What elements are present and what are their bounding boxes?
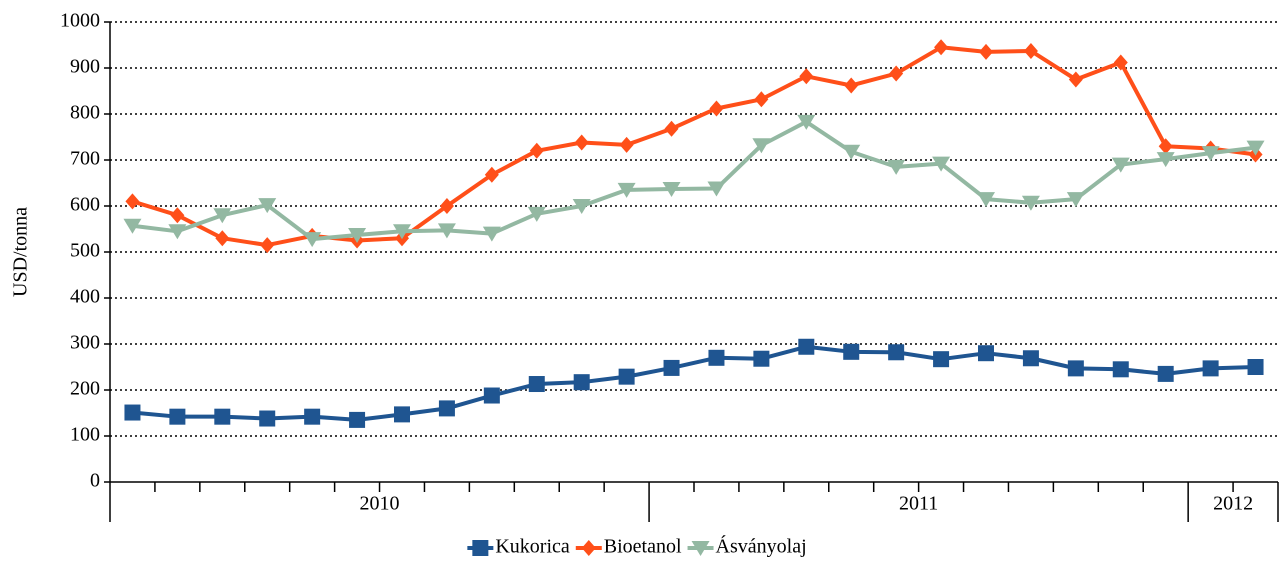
legend-marker [472, 540, 489, 556]
y-tick-label: 300 [70, 332, 100, 354]
series-line [131, 45, 1256, 248]
data-point [259, 410, 276, 427]
data-point [529, 142, 544, 159]
data-point [528, 376, 545, 393]
data-point [798, 338, 815, 355]
data-point [754, 91, 769, 108]
data-point [1068, 71, 1083, 88]
series-line [132, 119, 1256, 242]
series-line [132, 344, 1256, 422]
data-point [664, 120, 679, 137]
x-group-label: 2011 [899, 493, 938, 515]
data-point [1247, 359, 1264, 375]
data-point [170, 207, 185, 224]
legend-label: Kukorica [495, 536, 570, 558]
data-point [394, 406, 410, 423]
data-point [572, 199, 591, 214]
y-tick-label: 600 [70, 194, 100, 216]
y-tick-label: 700 [70, 148, 100, 170]
data-point [213, 208, 232, 224]
data-point [303, 232, 322, 248]
data-point [619, 136, 634, 153]
data-point [483, 387, 500, 404]
data-point [1112, 361, 1129, 378]
data-point [125, 193, 140, 210]
data-point [258, 198, 277, 214]
data-point [708, 349, 725, 366]
data-point [214, 408, 231, 425]
y-tick-label: 200 [70, 378, 100, 400]
data-point [348, 227, 367, 243]
y-tick-label: 900 [70, 56, 100, 78]
data-point [932, 156, 951, 172]
legend-marker [691, 541, 710, 556]
data-point [527, 206, 546, 222]
data-point [168, 224, 187, 240]
data-point [1023, 42, 1038, 59]
data-point [215, 230, 230, 247]
x-group-label: 2012 [1213, 493, 1253, 515]
data-point [123, 218, 142, 234]
data-point [437, 223, 456, 239]
data-point [573, 374, 590, 391]
data-point [1021, 195, 1040, 211]
y-tick-label: 800 [70, 102, 100, 124]
data-point [752, 138, 771, 154]
data-point [977, 192, 995, 208]
data-point [304, 408, 321, 425]
data-point [889, 65, 904, 82]
data-point [1066, 192, 1085, 208]
data-point [1246, 140, 1265, 156]
data-point [663, 359, 680, 376]
data-point [797, 114, 816, 130]
data-point [618, 368, 635, 385]
data-point [887, 159, 906, 175]
data-point [617, 182, 636, 198]
data-point [1201, 146, 1220, 162]
data-point [934, 39, 949, 56]
data-point [1022, 350, 1039, 367]
data-point [1157, 365, 1174, 382]
data-point [1111, 157, 1130, 173]
legend-marker [581, 540, 596, 556]
data-point [979, 43, 993, 60]
data-point [799, 68, 814, 85]
legend-label: Bioetanol [604, 536, 682, 558]
data-point [842, 144, 861, 160]
data-point [1158, 138, 1173, 155]
data-point [1113, 54, 1128, 71]
data-point [709, 100, 724, 117]
data-point [662, 181, 681, 197]
y-tick-label: 500 [70, 240, 100, 262]
data-point [393, 224, 411, 240]
data-point [1202, 360, 1219, 377]
data-point [169, 408, 186, 425]
data-point [349, 411, 366, 428]
data-point [707, 181, 726, 197]
x-group-label: 2010 [360, 493, 400, 515]
data-point [753, 350, 770, 367]
data-point [260, 237, 275, 254]
data-point [439, 198, 454, 214]
data-point [933, 351, 950, 368]
y-axis-label: USD/tonna [10, 207, 32, 297]
legend-label: Ásványolaj [716, 535, 807, 558]
data-point [978, 345, 994, 362]
data-point [1067, 360, 1084, 377]
data-point [574, 134, 589, 151]
data-point [843, 343, 860, 360]
data-point [438, 400, 455, 417]
data-point [482, 226, 501, 242]
y-tick-label: 1000 [60, 10, 100, 32]
data-point [484, 166, 499, 183]
y-tick-label: 100 [70, 424, 100, 446]
data-point [124, 404, 141, 421]
y-tick-label: 400 [70, 286, 100, 308]
data-point [888, 344, 905, 361]
data-point [1156, 152, 1175, 168]
y-tick-label: 0 [90, 470, 100, 492]
data-point [844, 77, 859, 94]
